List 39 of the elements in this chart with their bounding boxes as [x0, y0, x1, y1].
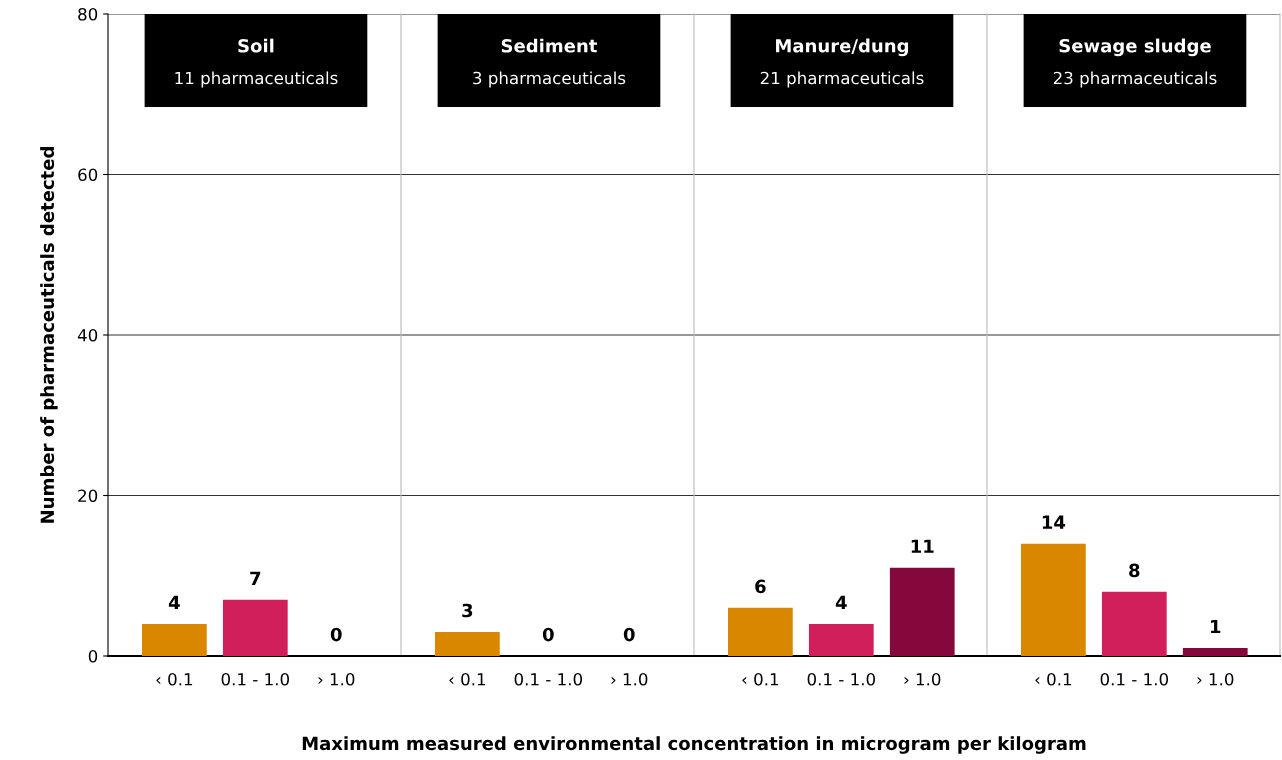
- x-tick-label: ‹ 0.1: [156, 672, 193, 686]
- text: 3 pharmaceuticals: [473, 71, 626, 88]
- data-label: 4: [168, 595, 180, 610]
- y-tick-label: 20: [78, 489, 98, 503]
- data-label: 7: [250, 571, 261, 585]
- x-tick-label: ‹ 0.1: [449, 672, 486, 686]
- x-tick-label: 0.1 - 1.0: [514, 672, 583, 686]
- data-label: 8: [1129, 563, 1140, 578]
- y-tick-label: 60: [78, 168, 98, 182]
- text: 11 pharmaceuticals: [175, 71, 338, 88]
- x-tick-label: 0.1 - 1.0: [221, 672, 290, 686]
- text: Soil: [238, 38, 274, 53]
- text: 21 pharmaceuticals: [760, 71, 924, 88]
- y-tick-label: 0: [88, 649, 98, 663]
- data-label: 6: [755, 579, 766, 594]
- y-tick-label: 80: [78, 7, 98, 21]
- text: Sewage sludge: [1059, 38, 1211, 57]
- text: Sediment: [501, 38, 598, 53]
- data-label: 0: [330, 627, 342, 642]
- x-tick-label: › 1.0: [904, 672, 941, 686]
- x-tick-label: 0.1 - 1.0: [807, 672, 876, 686]
- y-axis-title: Number of pharmaceuticals detected: [40, 147, 58, 523]
- data-label: 14: [1042, 515, 1066, 529]
- data-label: 0: [623, 627, 635, 642]
- x-tick-label: › 1.0: [611, 672, 648, 686]
- x-tick-label: › 1.0: [1197, 672, 1234, 686]
- x-tick-label: 0.1 - 1.0: [1100, 672, 1169, 686]
- x-tick-label: ‹ 0.1: [1035, 672, 1072, 686]
- text: 23 pharmaceuticals: [1053, 71, 1217, 88]
- data-label: 11: [911, 539, 934, 553]
- x-tick-label: ‹ 0.1: [742, 672, 779, 686]
- y-tick-label: 40: [77, 328, 98, 342]
- data-label: 0: [542, 627, 554, 642]
- x-axis-title: Maximum measured environmental concentration in microgram per kilogram: [302, 736, 1086, 754]
- x-tick-label: › 1.0: [318, 672, 355, 686]
- text: Manure/dung: [776, 38, 909, 57]
- data-label: 4: [835, 595, 847, 610]
- data-label: 1: [1211, 619, 1221, 634]
- data-label: 3: [462, 603, 473, 618]
